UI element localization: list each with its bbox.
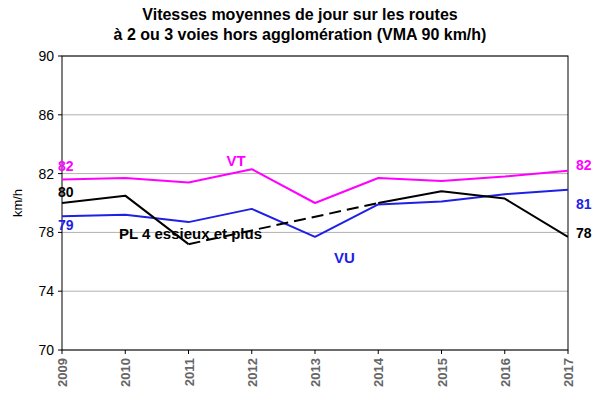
x-tick [504,350,505,354]
x-tick [568,350,569,354]
y-tick-label: 82 [38,166,54,182]
data-label: 80 [58,184,74,200]
y-tick [58,114,62,115]
grid-line [62,291,568,292]
x-tick-label: 2009 [55,358,70,387]
y-tick [58,56,62,57]
series-name: VU [334,249,355,266]
x-tick [125,350,126,354]
title: Vitesses moyennes de jour sur les routes [142,6,457,23]
y-axis-label: km/h [10,189,25,217]
series-name: PL 4 essieux et plus [119,225,262,242]
y-tick-label: 90 [38,48,54,64]
series-name: VT [226,152,245,169]
subtitle: à 2 ou 3 voies hors agglomération (VMA 9… [114,26,487,43]
data-label: 82 [58,158,74,174]
x-tick-label: 2012 [245,358,260,387]
grid-line [62,114,568,115]
x-tick [188,350,189,354]
y-tick-label: 74 [38,283,54,299]
y-tick-label: 78 [38,224,54,240]
data-label: 78 [576,225,592,241]
x-tick-label: 2015 [435,358,450,387]
x-tick-label: 2011 [182,358,197,386]
x-tick [251,350,252,354]
y-tick [58,350,62,351]
grid-line [62,173,568,174]
x-tick [378,350,379,354]
x-tick-label: 2014 [371,357,386,387]
x-tick-label: 2017 [561,358,576,387]
y-tick [58,291,62,292]
data-label: 79 [58,217,74,233]
chart-svg: Vitesses moyennes de jour sur les routes… [0,0,600,400]
chart-container: Vitesses moyennes de jour sur les routes… [0,0,600,400]
x-tick [315,350,316,354]
plot-marks [62,169,568,244]
x-tick-label: 2013 [308,358,323,387]
plot-frame [62,56,568,350]
data-label: 81 [576,196,592,212]
y-tick-label: 86 [38,107,54,123]
data-label: 82 [576,157,592,173]
x-tick [441,350,442,354]
y-tick-label: 70 [38,342,54,358]
series-line [62,191,568,244]
x-tick-label: 2010 [118,358,133,387]
x-tick [62,350,63,354]
x-tick-label: 2016 [498,358,513,387]
